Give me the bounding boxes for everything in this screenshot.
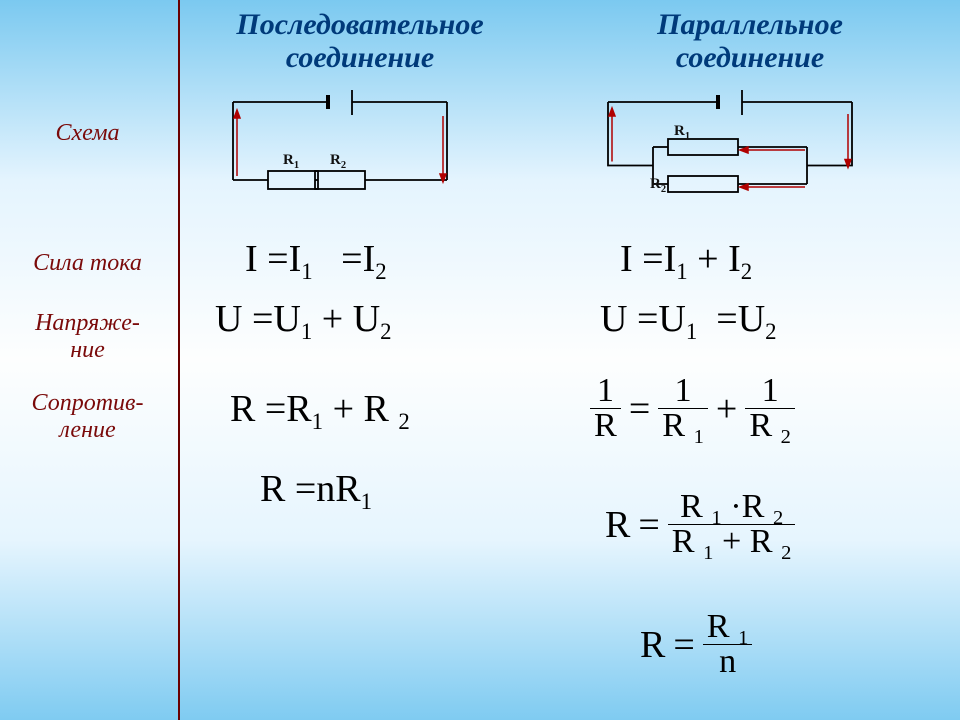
eq-sign: = bbox=[295, 468, 316, 510]
eq-sign: = bbox=[716, 298, 737, 340]
label-voltage: Напряже- ние bbox=[10, 310, 165, 364]
den-R2: R 2 bbox=[745, 408, 795, 443]
eq-sign: = bbox=[638, 506, 659, 544]
series-resistance-formula: R =R1 + R 2 bbox=[230, 390, 410, 428]
frac-prod-sum: R 1 ·R 2 R 1 + R 2 bbox=[668, 490, 796, 559]
frac-1-R: 1 R bbox=[590, 374, 621, 443]
var-U2: U bbox=[738, 298, 765, 340]
plus-sign: + bbox=[322, 298, 343, 340]
var-R1: R bbox=[335, 468, 360, 510]
sub-1: 1 bbox=[312, 409, 323, 434]
numerator: R 1 bbox=[703, 610, 753, 644]
eq-sign: = bbox=[673, 626, 694, 664]
var-R: R bbox=[640, 626, 665, 664]
series-heading: Последовательное соединение bbox=[200, 8, 520, 74]
label-schema: Схема bbox=[10, 120, 165, 147]
frac-R1-n: R 1 n bbox=[703, 610, 753, 679]
series-current-formula: I =I1 =I2 bbox=[245, 240, 387, 278]
sub-2: 2 bbox=[375, 259, 386, 284]
eq-sign: = bbox=[642, 238, 663, 280]
parallel-current-formula: I =I1 + I2 bbox=[620, 240, 752, 278]
var-R2: R bbox=[364, 388, 389, 430]
var-R: R bbox=[260, 468, 285, 510]
sub-1: 1 bbox=[676, 259, 687, 284]
sub-2: 2 bbox=[765, 319, 776, 344]
num-1: 1 bbox=[658, 374, 708, 408]
plus-sign: + bbox=[333, 388, 354, 430]
var-I1: I bbox=[289, 238, 302, 280]
var-I2: I bbox=[363, 238, 376, 280]
eq-sign: = bbox=[252, 298, 273, 340]
series-voltage-formula: U =U1 + U2 bbox=[215, 300, 392, 338]
parallel-heading: Параллельное соединение bbox=[580, 8, 920, 74]
var-R: R bbox=[230, 388, 255, 430]
var-U: U bbox=[215, 298, 242, 340]
parallel-circuit-diagram: R1 R2 bbox=[600, 90, 860, 210]
num-1: 1 bbox=[745, 374, 795, 408]
sub-1: 1 bbox=[686, 319, 697, 344]
var-R: R bbox=[605, 506, 630, 544]
sub-1: 1 bbox=[301, 259, 312, 284]
num-1: 1 bbox=[590, 374, 621, 408]
parallel-resistance-n-formula: R = R 1 n bbox=[640, 610, 752, 679]
frac-1-R2: 1 R 2 bbox=[745, 374, 795, 443]
content: Схема Сила тока Напряже- ние Сопротив- л… bbox=[0, 0, 960, 720]
eq-sign: = bbox=[637, 298, 658, 340]
sub-2: 2 bbox=[380, 319, 391, 344]
eq-sign: = bbox=[267, 238, 288, 280]
frac-1-R1: 1 R 1 bbox=[658, 374, 708, 443]
sub-2: 2 bbox=[398, 409, 409, 434]
series-resistance-n-formula: R =nR1 bbox=[260, 470, 372, 508]
var-I: I bbox=[620, 238, 633, 280]
sub-1: 1 bbox=[301, 319, 312, 344]
numerator: R 1 ·R 2 bbox=[668, 490, 796, 524]
var-U1: U bbox=[273, 298, 300, 340]
parallel-resistance-product-formula: R = R 1 ·R 2 R 1 + R 2 bbox=[605, 490, 795, 559]
parallel-voltage-formula: U =U1 =U2 bbox=[600, 300, 777, 338]
var-R1: R bbox=[286, 388, 311, 430]
label-current: Сила тока bbox=[10, 250, 165, 277]
den-R: R bbox=[590, 408, 621, 443]
series-circuit-diagram: R1 R2 bbox=[225, 90, 455, 200]
divider-line bbox=[178, 0, 180, 720]
var-I2: I bbox=[728, 238, 741, 280]
eq-sign: = bbox=[629, 390, 650, 428]
den-R1: R 1 bbox=[658, 408, 708, 443]
sub-1: 1 bbox=[361, 489, 372, 514]
var-n: n bbox=[316, 468, 335, 510]
var-U: U bbox=[600, 298, 627, 340]
parallel-resistance-fraction-formula: 1 R = 1 R 1 + 1 R 2 bbox=[590, 370, 795, 443]
denominator: R 1 + R 2 bbox=[668, 524, 796, 559]
var-I: I bbox=[245, 238, 258, 280]
eq-sign: = bbox=[341, 238, 362, 280]
denominator: n bbox=[703, 644, 753, 679]
label-resistance: Сопротив- ление bbox=[10, 390, 165, 444]
var-U2: U bbox=[353, 298, 380, 340]
var-I1: I bbox=[664, 238, 677, 280]
plus-sign: + bbox=[697, 238, 718, 280]
var-U1: U bbox=[658, 298, 685, 340]
sub-2: 2 bbox=[741, 259, 752, 284]
plus-sign: + bbox=[716, 390, 737, 428]
eq-sign: = bbox=[265, 388, 286, 430]
